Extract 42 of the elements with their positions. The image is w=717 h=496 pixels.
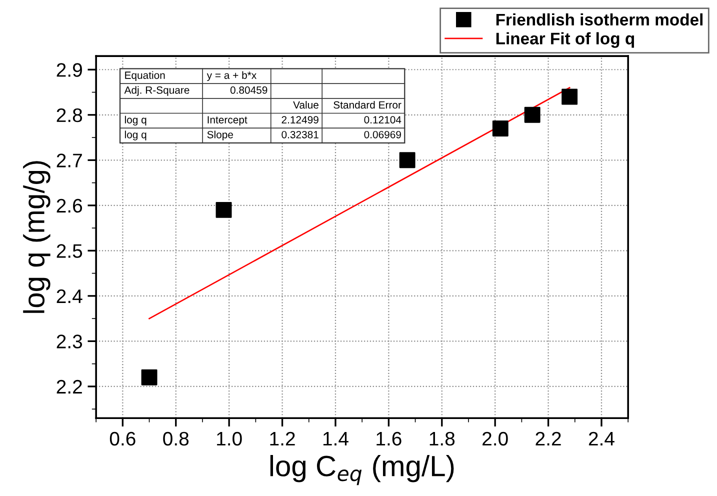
annotation: Intercept (208, 116, 248, 126)
x-tick-label: 0.8 (163, 432, 189, 446)
x-axis-title: log C$_{eq}$ (mg/L) (270, 455, 454, 486)
y-tick-label: 2.2 (56, 380, 82, 394)
annotation: Standard Error (334, 100, 402, 109)
point (141, 369, 158, 386)
point (524, 106, 540, 123)
point (399, 152, 416, 168)
annotation: Value (293, 100, 318, 109)
annotation: y = a + b*x (206, 71, 257, 81)
y-tick-label: 2.5 (56, 244, 82, 258)
point (216, 202, 232, 218)
annotation: 0.32381 (282, 130, 318, 138)
x-tick-label: 1.6 (376, 432, 402, 446)
x-tick-label: 1.2 (270, 432, 295, 446)
annotation: Adj. R-Square (124, 86, 190, 96)
legend-label: Friendlish isotherm model (496, 13, 702, 26)
annotation: 0.80459 (230, 86, 268, 94)
y-tick-label: 2.8 (56, 108, 82, 122)
legend-label: Linear Fit of log q (496, 32, 634, 48)
x-tick-label: 2.0 (482, 432, 508, 446)
annotation: 0.12104 (364, 116, 402, 124)
annotation: 0.06969 (364, 130, 401, 138)
annotation: Slope (207, 130, 233, 140)
point (492, 120, 508, 136)
x-tick-label: 2.2 (536, 432, 561, 446)
x-tick-label: 0.6 (110, 432, 136, 446)
y-axis-title: log q (mg/g) (23, 161, 50, 313)
y-tick-label: 2.7 (56, 154, 82, 168)
y-tick-label: 2.3 (56, 334, 82, 348)
annotation: log q (124, 116, 146, 126)
x-tick-label: 1.0 (217, 432, 242, 446)
point (562, 88, 578, 105)
y-tick-label: 2.6 (56, 198, 82, 213)
x-tick-label: 2.4 (588, 432, 614, 446)
x-tick-label: 1.8 (430, 432, 455, 446)
annotation: log q (124, 130, 146, 140)
annotation: 2.12499 (282, 116, 318, 124)
y-tick-label: 2.9 (56, 63, 82, 77)
x-tick-label: 1.4 (323, 432, 348, 446)
annotation: Equation (125, 71, 165, 81)
y-tick-label: 2.4 (56, 289, 82, 303)
